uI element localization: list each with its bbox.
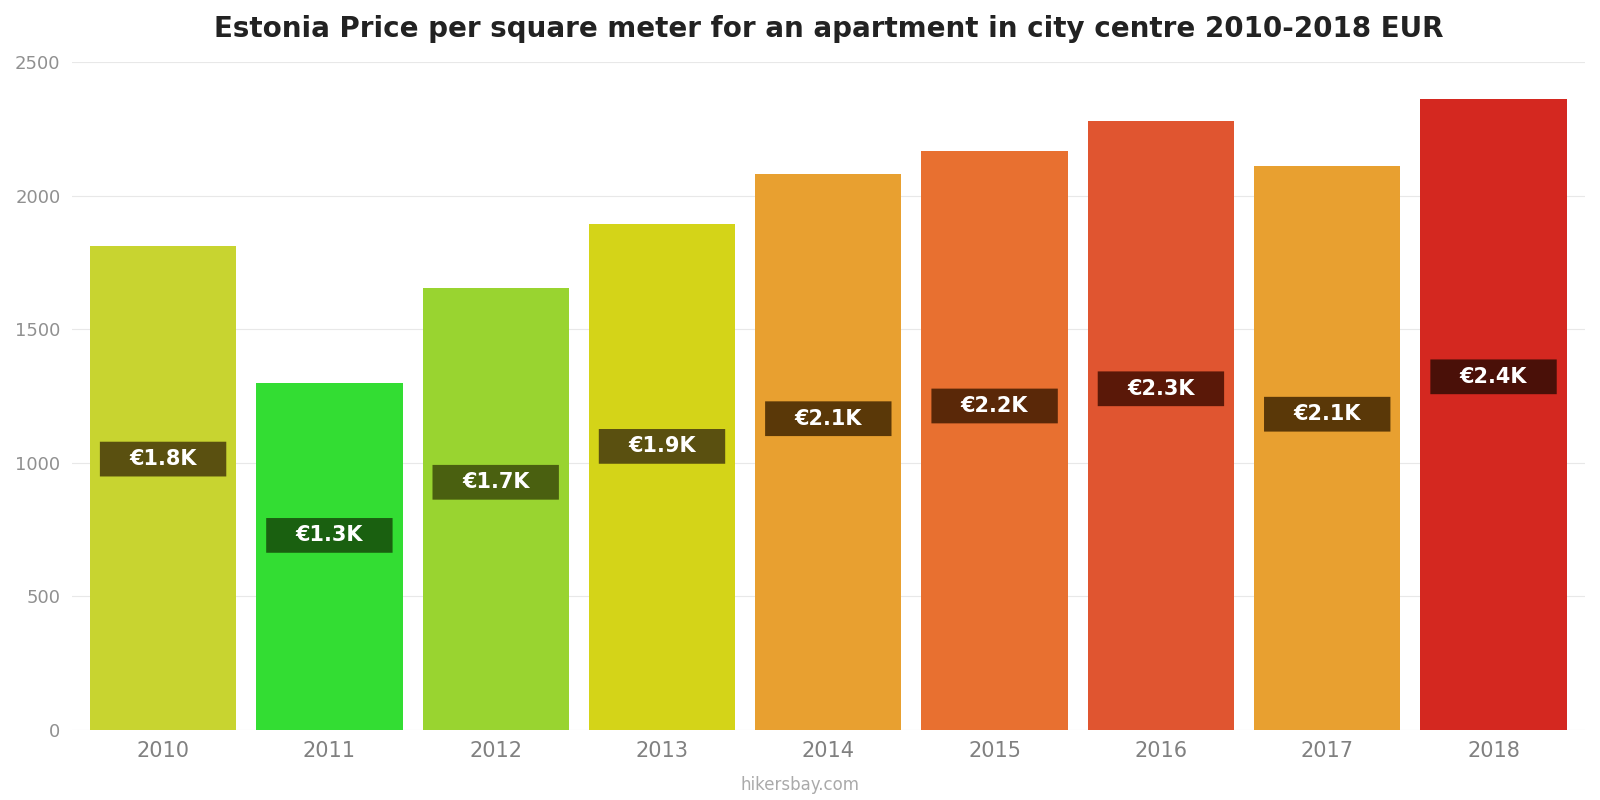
Title: Estonia Price per square meter for an apartment in city centre 2010-2018 EUR: Estonia Price per square meter for an ap… [213, 15, 1443, 43]
Bar [90, 246, 237, 730]
FancyBboxPatch shape [1098, 371, 1224, 406]
Text: €2.1K: €2.1K [795, 409, 862, 429]
Text: €2.4K: €2.4K [1459, 367, 1528, 387]
FancyBboxPatch shape [432, 465, 558, 500]
Text: €1.9K: €1.9K [629, 436, 696, 456]
FancyBboxPatch shape [765, 402, 891, 436]
FancyBboxPatch shape [1264, 397, 1390, 431]
Bar [422, 288, 570, 730]
Bar [1088, 121, 1234, 730]
Bar [256, 382, 403, 730]
Text: hikersbay.com: hikersbay.com [741, 776, 859, 794]
FancyBboxPatch shape [598, 429, 725, 464]
Text: €2.1K: €2.1K [1293, 404, 1362, 424]
Text: €1.3K: €1.3K [296, 526, 363, 546]
Bar [1254, 166, 1400, 730]
Text: €1.8K: €1.8K [130, 449, 197, 469]
Bar [589, 224, 734, 730]
Text: €1.7K: €1.7K [462, 472, 530, 492]
FancyBboxPatch shape [266, 518, 392, 553]
Text: €2.3K: €2.3K [1126, 378, 1195, 398]
Bar [1421, 99, 1566, 730]
FancyBboxPatch shape [99, 442, 226, 477]
Bar [755, 174, 901, 730]
Text: €2.2K: €2.2K [962, 396, 1029, 416]
FancyBboxPatch shape [1430, 359, 1557, 394]
FancyBboxPatch shape [931, 389, 1058, 423]
Bar [922, 151, 1067, 730]
